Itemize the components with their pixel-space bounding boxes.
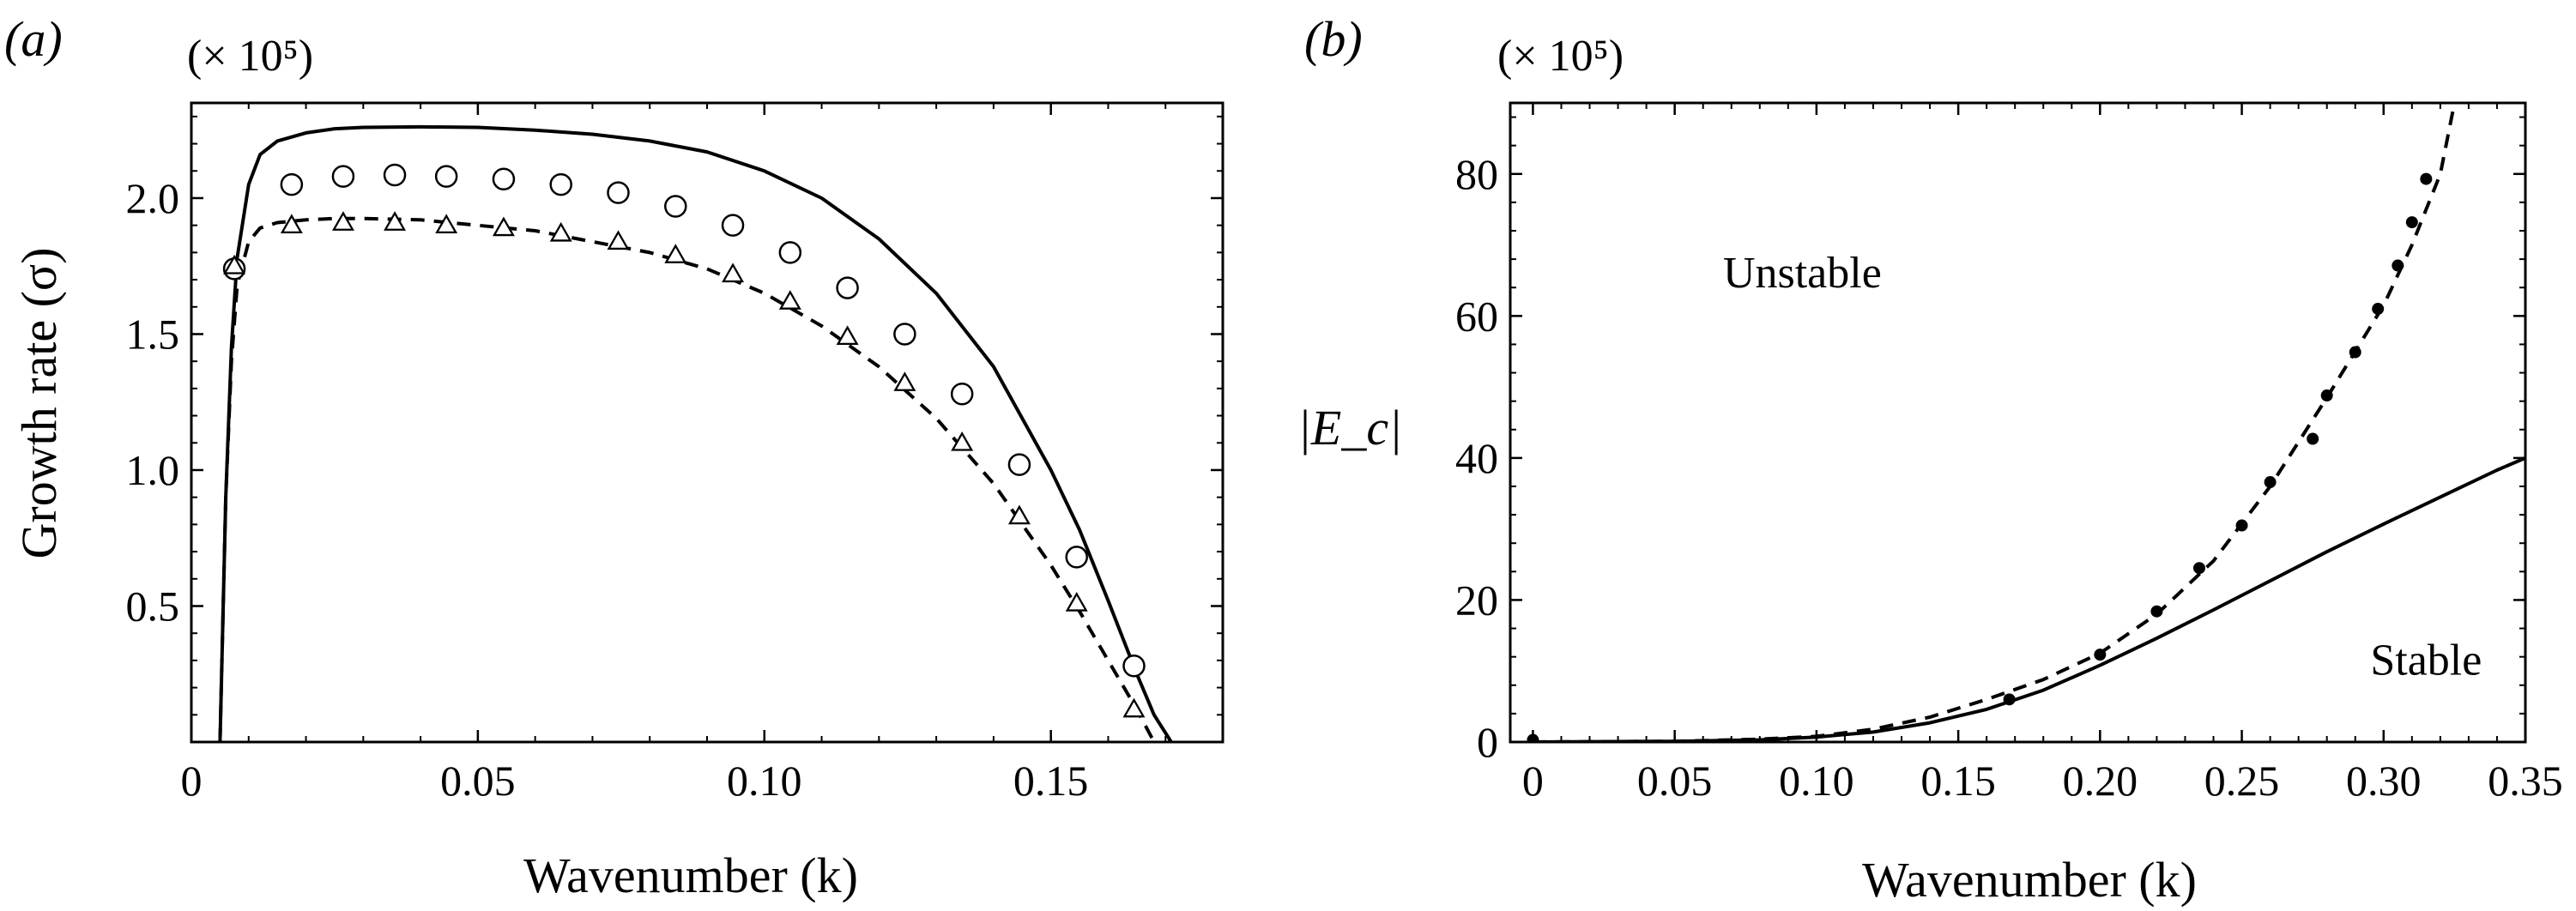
panel-a-triangle-marker: [722, 262, 745, 283]
panel-b-y-tick-label: 20: [1455, 576, 1498, 624]
panel-b-frame: [1509, 101, 2527, 744]
panel-a-circle-marker: [383, 163, 407, 187]
panel-b-x-axis-label: Wavenumber (k): [1862, 852, 2197, 908]
panel-a-triangle-marker: [836, 325, 859, 346]
panel-a-circle-marker: [1065, 546, 1088, 569]
panel-b-y-tick-label: 40: [1455, 434, 1498, 482]
panel-a-series-0-solid-line: [218, 124, 1173, 742]
panel-b-dot-marker: [2003, 693, 2016, 706]
panel-b-dot-marker: [2320, 389, 2333, 402]
panel-b-dot-marker: [2264, 476, 2277, 489]
panel-a-y-tick-label: 1.0: [126, 446, 180, 494]
panel-b-series-0-solid-line: [1533, 456, 2525, 742]
panel-b-plot-area: 0 0.05 0.10 0.15 0.20 0.25 0.30 0.35 0 20 40 60 80 Un…: [1455, 101, 2563, 805]
panel-b: (b) (× 10⁵) 0 0.05 0.10 0.15 0.20 0.25 0.30 0.3…: [1297, 11, 2563, 908]
panel-b-x-tick-label: 0.30: [2346, 757, 2422, 805]
panel-b-dot-marker: [2307, 432, 2319, 445]
panel-a-x-tick-label: 0.05: [440, 757, 516, 805]
panel-a-frame: [190, 101, 1225, 744]
panel-b-x-tick-label: 0.25: [2204, 757, 2280, 805]
panel-a-y-tick-label: 1.5: [126, 310, 180, 358]
panel-a-circle-marker: [950, 382, 974, 406]
panel-a: (a) (× 10⁵) 0 0.05 0.10 0.15 0.5 1.0 1.5 2.0 Wa…: [4, 11, 1225, 903]
panel-a-x-tick-label: 0: [181, 757, 203, 805]
panel-b-dot-marker: [2372, 303, 2385, 316]
panel-a-x-axis-label: Wavenumber (k): [523, 848, 858, 903]
panel-b-dot-marker: [2392, 259, 2404, 272]
panel-a-scale-note: (× 10⁵): [187, 32, 313, 81]
panel-a-triangle-marker: [951, 431, 974, 451]
panel-b-x-tick-label: 0.35: [2488, 757, 2563, 805]
panel-a-circle-marker: [280, 172, 304, 196]
panel-b-x-tick-label: 0.20: [2063, 757, 2138, 805]
panel-a-triangle-marker: [223, 254, 246, 275]
panel-a-x-tick-label: 0.15: [1013, 757, 1089, 805]
panel-b-scale-note: (× 10⁵): [1497, 32, 1624, 81]
panel-a-circle-marker: [836, 276, 859, 299]
panel-a-circle-marker: [492, 167, 516, 191]
panel-a-circle-marker: [331, 165, 355, 188]
panel-b-y-tick-label: 0: [1477, 718, 1498, 766]
panel-b-y-axis-label: |E_c|: [1297, 400, 1402, 456]
panel-a-circle-marker: [778, 241, 802, 264]
panel-b-dot-marker: [2349, 346, 2361, 359]
panel-b-annotation: Stable: [2370, 636, 2482, 685]
panel-a-x-tick-label: 0.10: [727, 757, 802, 805]
panel-b-dot-marker: [2094, 649, 2107, 661]
panel-a-triangle-marker: [280, 214, 303, 234]
panel-b-annotation: Unstable: [1723, 249, 1882, 298]
panel-a-data: [218, 124, 1173, 742]
panel-a-circle-marker: [434, 165, 458, 188]
panel-a-circle-marker: [607, 181, 630, 204]
panel-a-triangle-marker: [778, 290, 801, 310]
panel-b-x-tick-label: 0.10: [1779, 757, 1854, 805]
panel-b-dot-marker: [2192, 562, 2205, 575]
panel-a-series-1-dashed-line: [218, 216, 1156, 742]
panel-a-y-tick-label: 0.5: [126, 582, 180, 630]
panel-a-circle-marker: [721, 214, 745, 237]
panel-b-dot-marker: [2150, 605, 2163, 618]
panel-b-dot-marker: [2405, 216, 2418, 229]
panel-b-y-tick-label: 60: [1455, 292, 1498, 340]
panel-b-dot-marker: [1527, 733, 1539, 742]
panel-a-y-tick-label: 2.0: [126, 174, 180, 222]
panel-b-label: (b): [1304, 11, 1363, 67]
panel-a-circle-marker: [1122, 654, 1146, 678]
panel-b-x-tick-label: 0.15: [1920, 757, 1996, 805]
panel-b-dot-marker: [2420, 172, 2433, 185]
panel-a-label: (a): [4, 11, 63, 67]
panel-a-triangle-marker: [435, 214, 458, 234]
panel-a-triangle-marker: [492, 216, 515, 237]
panel-b-y-tick-label: 80: [1455, 150, 1498, 198]
panel-a-triangle-marker: [384, 211, 407, 231]
panel-a-triangle-marker: [1122, 697, 1146, 718]
panel-a-triangle-marker: [1007, 504, 1031, 525]
panel-a-circle-marker: [664, 195, 687, 218]
panel-b-series-1-dashed-line: [1533, 103, 2457, 742]
panel-b-data: [1527, 103, 2525, 742]
panel-b-dot-marker: [2235, 519, 2248, 532]
panel-a-circle-marker: [549, 172, 572, 196]
panel-a-triangle-marker: [1065, 592, 1088, 612]
panel-a-triangle-marker: [331, 211, 354, 231]
panel-a-y-axis-label: Growth rate (σ): [11, 247, 67, 558]
panel-b-x-tick-label: 0: [1522, 757, 1544, 805]
panel-a-plot-area: 0 0.05 0.10 0.15 0.5 1.0 1.5 2.0: [126, 101, 1225, 805]
panel-b-x-tick-label: 0.05: [1637, 757, 1713, 805]
panel-a-circle-marker: [1007, 453, 1031, 476]
panel-a-triangle-marker: [664, 244, 687, 263]
panel-a-triangle-marker: [607, 230, 630, 250]
panel-a-triangle-marker: [893, 371, 916, 391]
panel-a-triangle-marker: [549, 221, 572, 242]
panel-a-circle-marker: [893, 323, 916, 346]
